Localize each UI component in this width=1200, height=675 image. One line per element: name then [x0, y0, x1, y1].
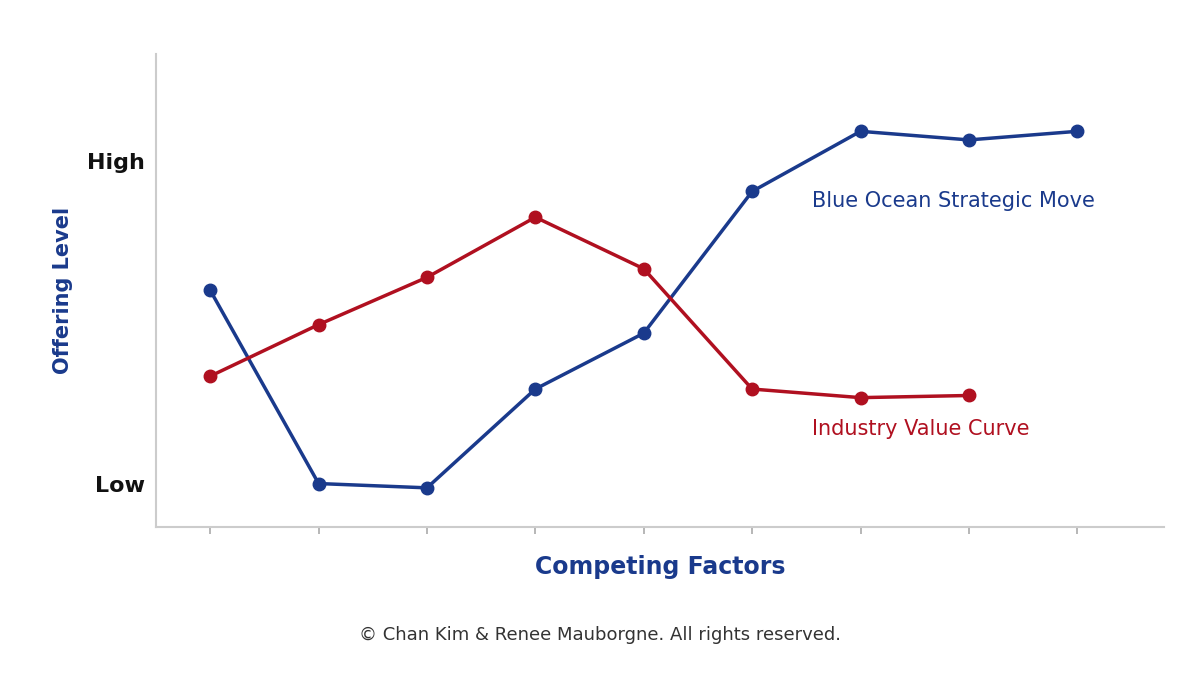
Text: Blue Ocean Strategic Move: Blue Ocean Strategic Move — [811, 192, 1094, 211]
X-axis label: Competing Factors: Competing Factors — [535, 555, 785, 579]
Y-axis label: Offering Level: Offering Level — [53, 207, 73, 374]
Text: © Chan Kim & Renee Mauborgne. All rights reserved.: © Chan Kim & Renee Mauborgne. All rights… — [359, 626, 841, 643]
Text: Industry Value Curve: Industry Value Curve — [811, 419, 1030, 439]
